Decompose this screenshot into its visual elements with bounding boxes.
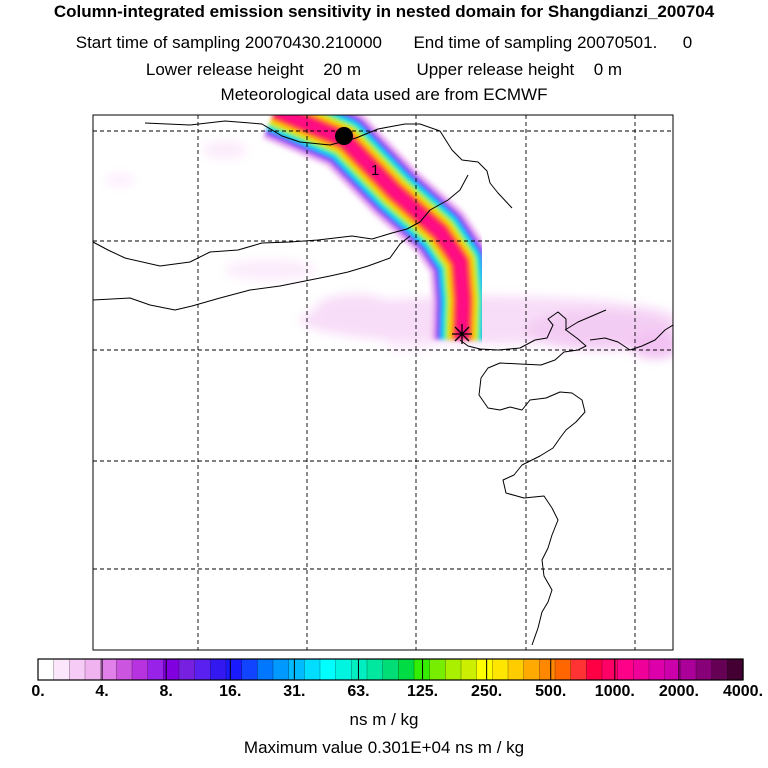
colorbar-tick-label: 1000. [594, 683, 635, 700]
colorbar-cell [69, 658, 86, 681]
colorbar-cell [398, 658, 415, 681]
colorbar-cell [257, 658, 274, 681]
maximum-value: Maximum value 0.301E+04 ns m / kg [0, 738, 768, 758]
colorbar-cell [225, 658, 243, 681]
colorbar-cell [695, 658, 713, 681]
colorbar-tick-label: 8. [159, 683, 173, 700]
colorbar-tick-label: 63. [347, 683, 370, 700]
release-heights: Lower release height 20 m Upper release … [0, 60, 768, 80]
colorbar-cell [53, 658, 70, 681]
colorbar-cell [194, 658, 211, 681]
start-time-value: 20070430.210000 [244, 33, 382, 52]
colorbar-cell [711, 658, 728, 681]
end-time-label: End time of sampling [413, 33, 573, 52]
colorbar-cell [648, 658, 666, 681]
low-sensitivity-haze [105, 141, 673, 359]
colorbar-cell [288, 658, 305, 681]
colorbar-tick-label: 500. [535, 683, 567, 700]
colorbar-cell [429, 658, 446, 681]
colorbar-tick-label: 125. [406, 683, 439, 700]
lower-release-label: Lower release height [145, 60, 304, 79]
map-frame [92, 114, 674, 651]
meteo-source: Meteorological data used are from ECMWF [220, 85, 548, 104]
colorbar-cell [147, 658, 164, 681]
sampling-times: Start time of sampling 20070430.210000 E… [0, 33, 768, 53]
colorbar-cell [476, 658, 493, 681]
start-time-label: Start time of sampling [75, 33, 241, 52]
colorbar-cell [492, 658, 509, 681]
colorbar-cell [539, 658, 556, 681]
colorbar-cell [304, 658, 321, 681]
colorbar-cell [554, 658, 572, 681]
colorbar-cell [241, 658, 258, 681]
colorbar-cell [319, 658, 337, 681]
colorbar-cell [131, 658, 149, 681]
colorbar-cell [617, 658, 634, 681]
max-value-number: 0.301E+04 ns m / kg [367, 738, 525, 757]
plot-title: Column-integrated emission sensitivity i… [53, 2, 715, 21]
colorbar-tick-label: 4. [95, 683, 109, 700]
colorbar-cell [116, 658, 133, 681]
colorbar-cell [507, 658, 525, 681]
colorbar-cell [84, 658, 102, 681]
max-value-label: Maximum value [243, 738, 363, 757]
trajectory-cluster-dot [335, 127, 353, 145]
colorbar-cell [570, 658, 587, 681]
colorbar-cell [523, 658, 540, 681]
graticule [93, 115, 673, 650]
colorbar-cell [100, 658, 117, 681]
colorbar-cell [382, 658, 399, 681]
trajectory-cluster-label: 1 [371, 162, 379, 179]
colorbar-cell [335, 658, 352, 681]
upper-release-label: Upper release height [416, 60, 575, 79]
colorbar-tick-label: 31. [283, 683, 306, 700]
colorbar-tick-label: 16. [219, 683, 242, 700]
colorbar-tick-label: 4000. [722, 683, 764, 700]
colorbar-cell [210, 658, 227, 681]
colorbar-tick-label: 0. [31, 683, 45, 700]
colorbar-cell [366, 658, 384, 681]
colorbar-cell [680, 658, 697, 681]
colorbar-cell [178, 658, 196, 681]
lower-release-value: 20 m [323, 60, 361, 79]
colorbar-cell [727, 658, 744, 681]
colorbar-cell [586, 658, 603, 681]
end-time-value: 20070501. [576, 33, 658, 52]
colorbar-cell [37, 658, 55, 681]
coastlines [93, 120, 673, 646]
colorbar-cell [445, 658, 462, 681]
colorbar-units: ns m / kg [349, 710, 419, 729]
colorbar-cell [272, 658, 290, 681]
end-time-suffix: 0 [682, 33, 693, 52]
colorbar-cell [601, 658, 619, 681]
colorbar-tick-label: 2000. [658, 683, 699, 700]
colorbar-tick-label: 250. [471, 683, 503, 700]
colorbar-cell [351, 658, 368, 681]
colorbar-cell [460, 658, 478, 681]
colorbar-cell [633, 658, 650, 681]
receptor-site-icon [452, 324, 472, 344]
upper-release-value: 0 m [593, 60, 623, 79]
